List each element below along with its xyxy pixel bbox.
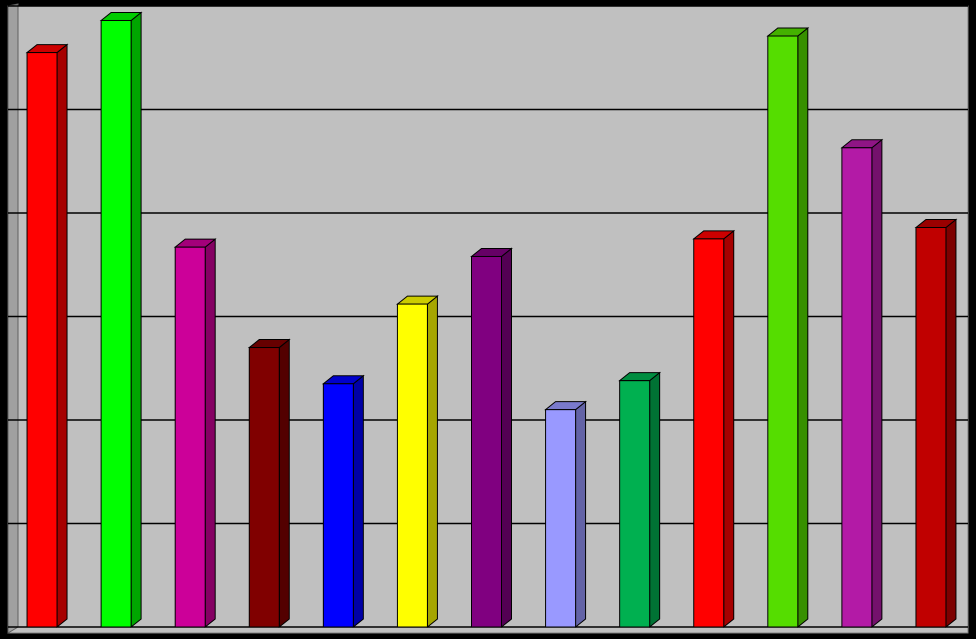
bar	[322, 383, 354, 628]
side-wall	[7, 3, 19, 634]
bar	[619, 380, 651, 628]
bar-side	[130, 11, 142, 629]
bar-side	[352, 374, 364, 629]
bar-side	[204, 238, 216, 629]
bar-side	[797, 26, 809, 629]
bar	[174, 246, 206, 628]
bar-side	[575, 400, 587, 629]
bar	[26, 52, 58, 628]
bar-side	[871, 138, 883, 629]
bar-side	[945, 218, 957, 629]
bar	[100, 19, 132, 628]
bar	[693, 238, 725, 628]
bar-side	[501, 247, 512, 629]
bar	[767, 35, 799, 628]
bar	[396, 303, 428, 628]
bar	[915, 226, 947, 628]
bar-side	[649, 371, 661, 629]
bar	[545, 409, 577, 628]
bar-side	[56, 43, 68, 629]
bar	[841, 147, 873, 628]
bar-side	[426, 295, 438, 629]
bar-side	[278, 338, 290, 629]
bar-side	[723, 229, 735, 629]
bar	[248, 347, 280, 628]
bar	[471, 255, 502, 628]
